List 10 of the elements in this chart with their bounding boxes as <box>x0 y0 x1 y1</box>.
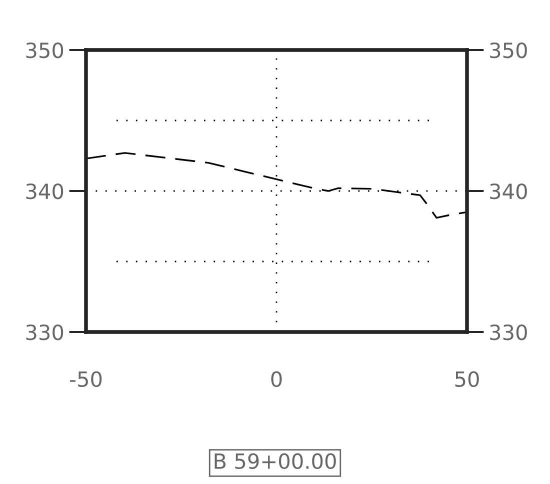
y-tick-label: 340 <box>26 183 64 200</box>
y-tick-label: 350 <box>26 42 64 58</box>
x-tick-label: 50 <box>455 371 479 388</box>
y2-tick-label: 330 <box>490 324 527 340</box>
x-tick-label: -50 <box>70 371 102 388</box>
y2-tick-label: 340 <box>490 183 527 200</box>
x-tick-label: 0 <box>271 371 282 388</box>
y2-tick-label: 350 <box>490 42 527 58</box>
text: B 59+00.00 <box>214 453 336 470</box>
y-tick-label: 330 <box>26 324 64 340</box>
